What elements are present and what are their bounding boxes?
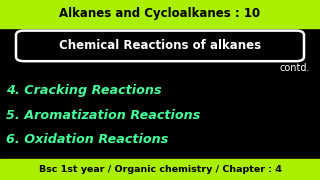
Text: 5. Aromatization Reactions: 5. Aromatization Reactions (6, 109, 201, 122)
Bar (0, 159, 320, 180)
Text: contd.: contd. (280, 63, 310, 73)
Text: 4. Cracking Reactions: 4. Cracking Reactions (6, 84, 162, 97)
Text: Alkanes and Cycloalkanes : 10: Alkanes and Cycloalkanes : 10 (60, 7, 260, 21)
Bar (0, 0, 320, 28)
FancyBboxPatch shape (16, 31, 304, 61)
Text: 6. Oxidation Reactions: 6. Oxidation Reactions (6, 133, 169, 146)
Text: Bsc 1st year / Organic chemistry / Chapter : 4: Bsc 1st year / Organic chemistry / Chapt… (39, 165, 281, 174)
Text: Chemical Reactions of alkanes: Chemical Reactions of alkanes (59, 39, 261, 52)
